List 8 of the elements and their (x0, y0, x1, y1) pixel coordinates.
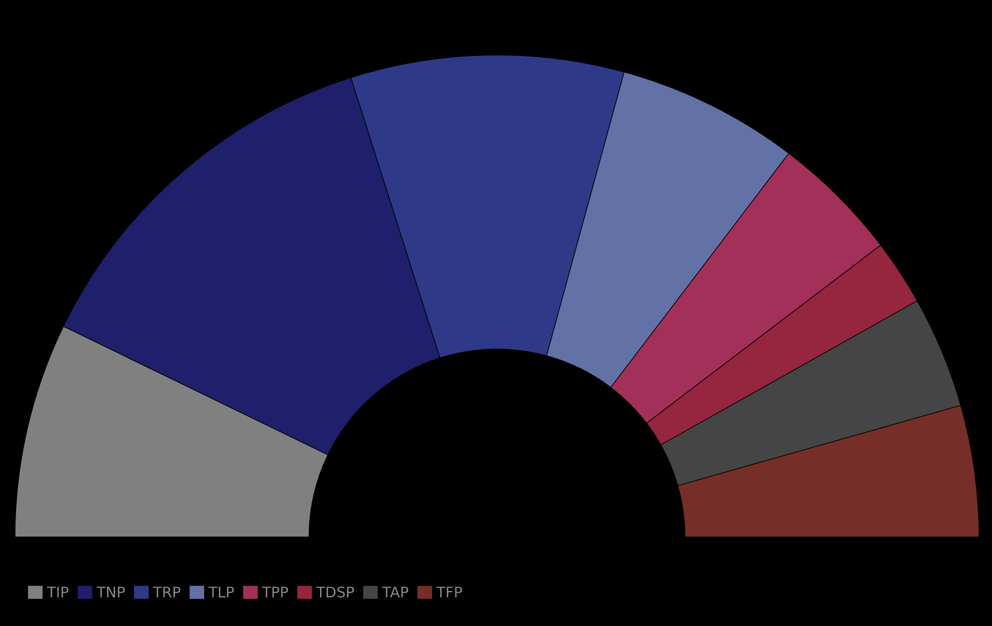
legend-label: TDSP (316, 586, 354, 598)
legend-label: TIP (46, 586, 68, 598)
legend-label: TRP (152, 586, 180, 598)
legend-label: TNP (96, 586, 125, 598)
legend-label: TLP (208, 586, 234, 598)
legend-label: TAP (382, 586, 408, 598)
legend-label: TPP (262, 586, 288, 598)
legend-label: TFP (436, 586, 462, 598)
